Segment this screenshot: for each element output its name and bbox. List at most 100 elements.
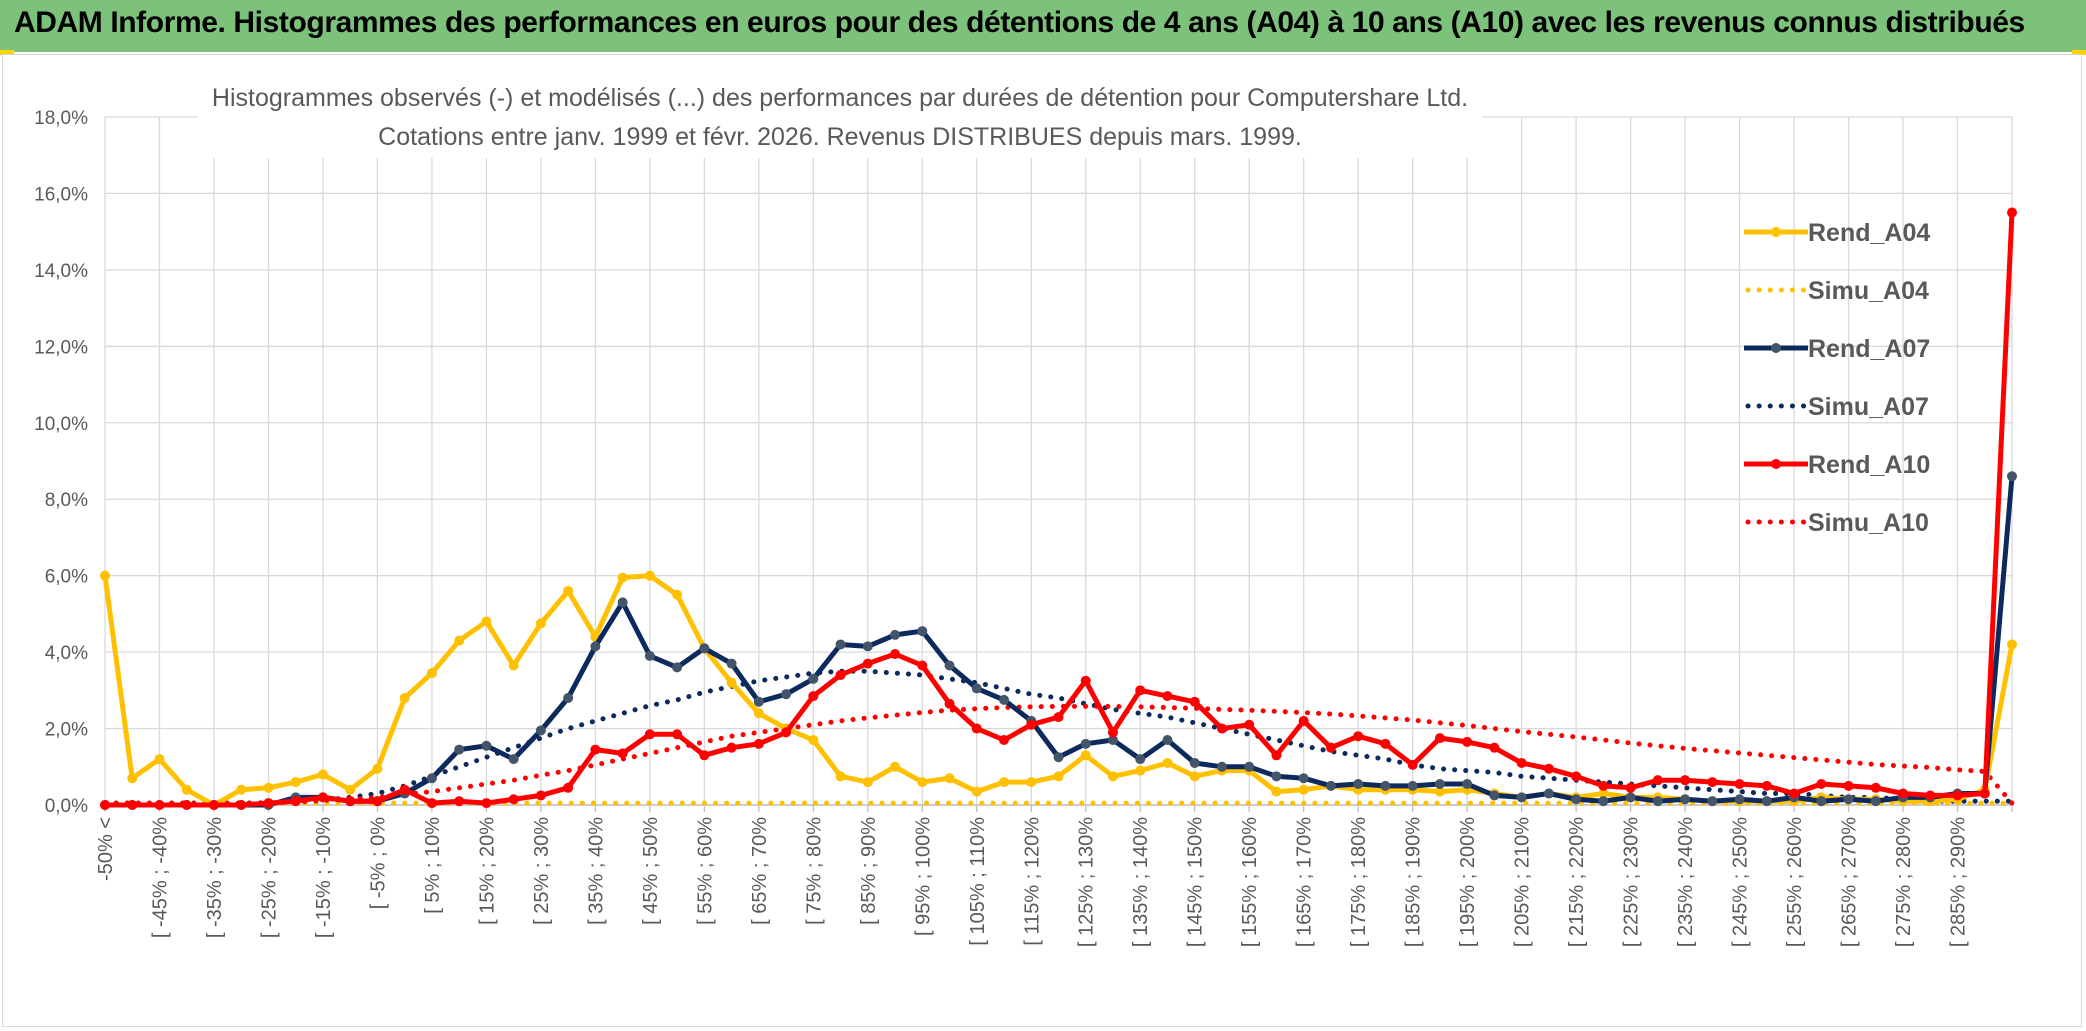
point-Rend_A07 xyxy=(1107,735,1118,746)
point-Rend_A04 xyxy=(535,618,546,629)
x-tick-label: -50% < xyxy=(95,817,117,881)
y-tick-label: 0,0% xyxy=(45,796,88,817)
x-tick-label: [ -25% ; -20% xyxy=(258,817,280,938)
point-Rend_A07 xyxy=(1652,796,1663,807)
y-tick-label: 4,0% xyxy=(45,643,88,664)
point-Rend_A04 xyxy=(999,777,1010,788)
point-Rend_A10 xyxy=(208,800,219,810)
point-Rend_A07 xyxy=(1571,794,1582,805)
point-Rend_A07 xyxy=(1080,738,1091,749)
point-Rend_A10 xyxy=(1652,775,1663,786)
point-Rend_A10 xyxy=(563,782,574,793)
accent-corner-left xyxy=(0,50,14,55)
point-Rend_A07 xyxy=(1516,792,1527,803)
point-Rend_A04 xyxy=(1162,757,1173,768)
point-Rend_A07 xyxy=(1462,778,1473,789)
chart-title: Histogrammes observés (-) et modélisés (… xyxy=(212,84,1468,112)
point-Rend_A10 xyxy=(290,796,301,807)
point-Rend_A04 xyxy=(1053,771,1064,782)
x-tick-label: [ 245% ; 250% xyxy=(1730,817,1752,947)
point-Rend_A07 xyxy=(753,696,764,707)
page-title: ADAM Informe. Histogrammes des performan… xyxy=(14,6,2025,39)
point-Rend_A07 xyxy=(590,641,601,652)
y-tick-label: 2,0% xyxy=(45,720,88,741)
point-Rend_A04 xyxy=(644,570,655,581)
x-tick-label: [ 15% ; 20% xyxy=(476,817,498,925)
point-Rend_A04 xyxy=(672,589,683,600)
point-Rend_A04 xyxy=(127,773,138,784)
point-Rend_A07 xyxy=(1543,788,1554,799)
point-Rend_A07 xyxy=(2007,471,2017,482)
point-Rend_A07 xyxy=(699,643,710,654)
point-Rend_A07 xyxy=(890,629,901,640)
point-Rend_A10 xyxy=(672,729,683,740)
point-Rend_A10 xyxy=(1353,731,1364,742)
point-Rend_A10 xyxy=(1598,780,1609,791)
point-Rend_A04 xyxy=(1107,771,1118,782)
point-Rend_A10 xyxy=(726,742,737,753)
point-Rend_A07 xyxy=(1707,796,1718,807)
point-Rend_A04 xyxy=(154,754,165,765)
point-Rend_A07 xyxy=(535,725,546,736)
point-Rend_A10 xyxy=(1026,719,1037,730)
point-Rend_A04 xyxy=(835,771,846,782)
x-tick-label: [ 155% ; 160% xyxy=(1239,817,1261,947)
point-Rend_A07 xyxy=(1680,794,1691,805)
y-axis-ticks: 0,0% 2,0% 4,0% 6,0% 8,0% 10,0% 12,0% 14,0% 16,0%… xyxy=(34,108,88,817)
point-Rend_A04 xyxy=(508,660,519,671)
point-Rend_A04 xyxy=(862,777,873,788)
y-tick-label: 10,0% xyxy=(34,414,88,435)
point-Rend_A10 xyxy=(535,790,546,801)
point-Rend_A10 xyxy=(808,691,819,702)
point-Rend_A04 xyxy=(726,677,737,688)
point-Rend_A07 xyxy=(508,754,519,765)
point-Rend_A10 xyxy=(835,670,846,681)
accent-corner-right xyxy=(2072,50,2086,55)
point-Rend_A07 xyxy=(644,650,655,661)
x-tick-label: [ 5% ; 10% xyxy=(422,817,444,914)
point-Rend_A07 xyxy=(999,694,1010,705)
x-tick-label: [ 265% ; 270% xyxy=(1839,817,1861,947)
point-Rend_A10 xyxy=(345,796,356,807)
point-Rend_A10 xyxy=(999,735,1010,746)
x-tick-label: [ 115% ; 120% xyxy=(1021,817,1043,946)
point-Rend_A10 xyxy=(454,796,465,807)
legend-label: Rend_A04 xyxy=(1808,219,1930,247)
legend-marker xyxy=(1771,227,1781,237)
point-Rend_A07 xyxy=(672,662,683,673)
x-tick-label: [ 55% ; 60% xyxy=(694,817,716,925)
point-Rend_A10 xyxy=(1380,738,1391,749)
point-Rend_A10 xyxy=(1761,780,1772,791)
point-Rend_A10 xyxy=(1571,771,1582,782)
point-Rend_A10 xyxy=(1734,778,1745,789)
point-Rend_A10 xyxy=(1543,763,1554,774)
point-Rend_A07 xyxy=(726,658,737,669)
point-Rend_A10 xyxy=(317,792,328,803)
x-tick-label: [ 25% ; 30% xyxy=(531,817,553,925)
point-Rend_A10 xyxy=(1080,675,1091,686)
point-Rend_A10 xyxy=(1135,685,1146,696)
point-Rend_A07 xyxy=(1870,796,1881,807)
point-Rend_A04 xyxy=(345,784,356,795)
x-tick-label: [ 175% ; 180% xyxy=(1348,817,1370,947)
point-Rend_A10 xyxy=(1516,757,1527,768)
point-Rend_A07 xyxy=(1489,790,1500,801)
series-Simu_A10 xyxy=(102,703,2015,806)
point-Rend_A04 xyxy=(290,777,301,788)
point-Rend_A07 xyxy=(563,692,574,703)
point-Rend_A10 xyxy=(181,800,192,810)
point-Rend_A04 xyxy=(1598,788,1609,799)
point-Rend_A04 xyxy=(426,668,437,679)
point-Rend_A04 xyxy=(236,784,247,795)
point-Rend_A07 xyxy=(454,744,465,755)
point-Rend_A10 xyxy=(944,698,955,709)
x-tick-label: [ 75% ; 80% xyxy=(803,817,825,925)
point-Rend_A07 xyxy=(944,660,955,671)
x-tick-label: [ 135% ; 140% xyxy=(1130,817,1152,947)
point-Rend_A07 xyxy=(971,683,982,694)
point-Rend_A04 xyxy=(808,735,819,746)
x-tick-label: [ -15% ; -10% xyxy=(313,817,335,938)
point-Rend_A10 xyxy=(1979,788,1990,799)
x-tick-label: [ 215% ; 220% xyxy=(1566,817,1588,947)
